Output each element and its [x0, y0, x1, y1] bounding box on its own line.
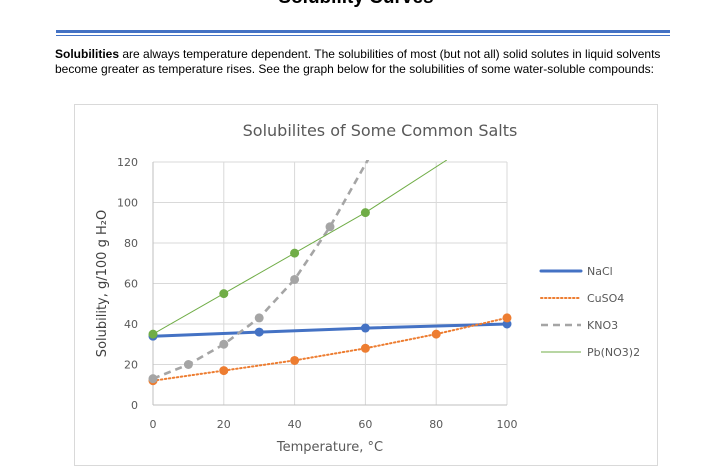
intro-bold-term: Solubilities	[55, 47, 120, 61]
chart-title: Solubilites of Some Common Salts	[243, 121, 518, 140]
legend-label-3: Pb(NO3)2	[587, 346, 640, 359]
series-1-point-2	[290, 355, 300, 365]
intro-paragraph: Solubilities are always temperature depe…	[55, 47, 665, 77]
x-tick-label-40: 40	[288, 418, 302, 431]
series-1-point-5	[502, 313, 512, 323]
series-2-point-5	[325, 222, 335, 232]
y-tick-label-60: 60	[124, 278, 138, 291]
series-line-0	[153, 322, 509, 338]
x-axis-title: Temperature, °C	[276, 440, 383, 455]
series-line-2	[153, 160, 370, 380]
series-0-point-2	[360, 323, 370, 333]
chart-frame: Solubilites of Some Common Salts 0 20 40 60 8…	[74, 104, 658, 466]
series-line-1	[153, 316, 508, 382]
series-3-point-2	[290, 248, 300, 258]
x-tick-label-60: 60	[358, 418, 372, 431]
x-tick-label-0: 0	[150, 418, 157, 431]
series-1-point-3	[360, 343, 370, 353]
series-2-point-1	[183, 360, 193, 369]
page-heading: Solubility Curves	[0, 0, 712, 9]
y-tick-label-0: 0	[131, 399, 138, 412]
series-3-point-0	[148, 329, 158, 339]
solubility-chart: Solubilites of Some Common Salts 0 20 40 60 8…	[95, 121, 640, 455]
legend-label-1: CuSO4	[587, 292, 624, 305]
y-tick-label-100: 100	[117, 197, 138, 210]
series-2-point-4	[290, 274, 300, 284]
y-axis-title: Solubility, g/100 g H₂O	[95, 210, 110, 357]
series-1-point-1	[219, 366, 229, 376]
x-tick-label-80: 80	[429, 418, 443, 431]
series-line-3	[153, 160, 448, 335]
series-3-point-1	[219, 289, 229, 299]
x-tick-label-20: 20	[217, 418, 231, 431]
series-0-point-1	[254, 327, 264, 337]
y-tick-label-20: 20	[124, 359, 138, 372]
intro-text: are always temperature dependent. The so…	[55, 47, 661, 76]
y-tick-label-80: 80	[124, 237, 138, 250]
series-2-point-2	[219, 339, 229, 349]
series-2-point-3	[254, 313, 264, 323]
y-tick-label-120: 120	[117, 156, 138, 169]
series-3-point-3	[360, 208, 370, 218]
heading-rule-thin	[56, 35, 670, 36]
legend-label-0: NaCl	[587, 265, 613, 278]
series-1-point-4	[431, 329, 441, 339]
x-tick-label-100: 100	[497, 418, 518, 431]
heading-rule-thick	[56, 30, 670, 33]
series-2-point-0	[148, 374, 158, 384]
y-tick-label-40: 40	[124, 318, 138, 331]
legend-label-2: KNO3	[587, 319, 618, 332]
